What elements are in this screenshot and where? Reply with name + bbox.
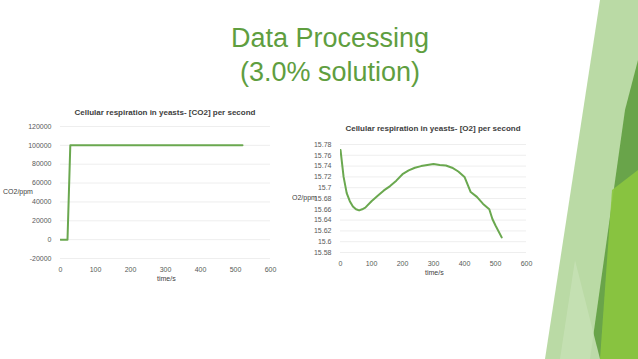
svg-text:15.76: 15.76 [314, 152, 332, 159]
svg-text:200: 200 [397, 260, 409, 267]
svg-text:300: 300 [160, 266, 172, 273]
svg-text:15.62: 15.62 [314, 227, 332, 234]
svg-text:600: 600 [265, 266, 277, 273]
svg-text:15.58: 15.58 [314, 249, 332, 256]
html-text:(3.0% solution): (3.0% solution) [240, 57, 420, 87]
html-text:Data Processing: Data Processing [230, 23, 429, 53]
svg-text:15.74: 15.74 [314, 162, 332, 169]
svg-text:120000: 120000 [28, 123, 51, 130]
svg-text:500: 500 [230, 266, 242, 273]
svg-text:600: 600 [521, 260, 533, 267]
svg-text:0: 0 [48, 236, 52, 243]
svg-text:40000: 40000 [32, 198, 52, 205]
svg-text:15.66: 15.66 [314, 206, 332, 213]
html-text:time/s: time/s [425, 269, 444, 276]
svg-text:500: 500 [490, 260, 502, 267]
svg-text:200: 200 [125, 266, 137, 273]
svg-text:300: 300 [428, 260, 440, 267]
html-text:CO2/ppm: CO2/ppm [3, 188, 33, 195]
html-text:time/s: time/s [157, 275, 176, 282]
svg-text:60000: 60000 [32, 179, 52, 186]
svg-text:400: 400 [459, 260, 471, 267]
html-text:Cellular respiration in yeasts: Cellular respiration in yeasts- [O2] per… [345, 124, 521, 133]
svg-text:15.7: 15.7 [318, 184, 332, 191]
svg-text:0: 0 [59, 266, 63, 273]
svg-text:80000: 80000 [32, 160, 52, 167]
svg-text:-20000: -20000 [30, 255, 52, 262]
html-text:Cellular respiration in yeasts: Cellular respiration in yeasts- [CO2] pe… [74, 108, 256, 117]
svg-text:20000: 20000 [32, 217, 52, 224]
svg-text:15.78: 15.78 [314, 141, 332, 148]
svg-text:15.68: 15.68 [314, 195, 332, 202]
svg-text:100: 100 [90, 266, 102, 273]
svg-text:15.64: 15.64 [314, 216, 332, 223]
svg-text:400: 400 [195, 266, 207, 273]
svg-text:15.6: 15.6 [318, 238, 332, 245]
svg-text:15.72: 15.72 [314, 173, 332, 180]
html-text:O2/ppm: O2/ppm [292, 194, 317, 201]
svg-text:0: 0 [339, 260, 343, 267]
svg-text:100: 100 [366, 260, 378, 267]
svg-text:100000: 100000 [28, 142, 51, 149]
